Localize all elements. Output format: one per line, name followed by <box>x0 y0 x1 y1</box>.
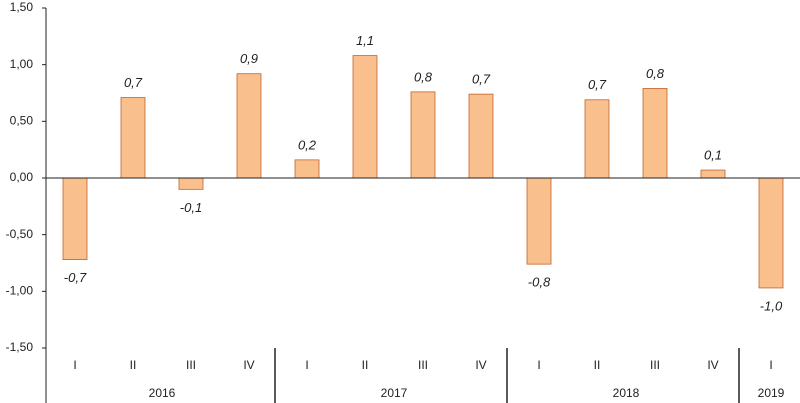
y-tick-label: -0,50 <box>6 227 34 241</box>
bar <box>120 97 146 179</box>
x-tick-label: I <box>769 358 772 372</box>
x-tick-label: II <box>594 358 601 372</box>
bar <box>758 177 784 289</box>
bar <box>178 177 204 190</box>
x-tick-label: III <box>186 358 196 372</box>
value-label: 0,7 <box>472 72 491 87</box>
y-tick-label: 0,50 <box>10 114 34 128</box>
x-tick-label: IV <box>243 358 254 372</box>
value-label: 0,2 <box>298 137 317 152</box>
y-tick-label: -1,00 <box>6 284 34 298</box>
x-tick-label: IV <box>475 358 486 372</box>
value-label: -0,8 <box>528 275 551 290</box>
group-label: 2019 <box>758 386 785 400</box>
x-tick-label: IV <box>707 358 718 372</box>
x-tick-label: I <box>537 358 540 372</box>
value-label: 0,8 <box>646 66 665 81</box>
y-tick-label: 1,50 <box>10 0 34 14</box>
x-tick-label: II <box>130 358 137 372</box>
bar <box>294 159 320 179</box>
group-label: 2018 <box>613 386 640 400</box>
bar <box>526 177 552 265</box>
y-tick-label: 1,00 <box>10 57 34 71</box>
x-tick-label: I <box>305 358 308 372</box>
x-tick-label: I <box>73 358 76 372</box>
value-label: -0,1 <box>180 200 202 215</box>
value-label: 1,1 <box>356 33 374 48</box>
x-tick-label: III <box>418 358 428 372</box>
y-tick-label: 0,00 <box>10 170 34 184</box>
value-label: 0,7 <box>124 75 143 90</box>
bar <box>236 73 262 179</box>
bar <box>410 91 436 179</box>
x-tick-label: III <box>650 358 660 372</box>
bar <box>700 169 726 179</box>
group-label: 2016 <box>149 386 176 400</box>
value-label: -0,7 <box>64 270 87 285</box>
bar <box>62 177 88 260</box>
value-label: 0,8 <box>414 69 433 84</box>
bar <box>468 93 494 179</box>
bar <box>642 88 668 179</box>
value-label: 0,9 <box>240 51 258 66</box>
x-tick-label: II <box>362 358 369 372</box>
value-label: -1,0 <box>760 298 783 313</box>
group-label: 2017 <box>381 386 408 400</box>
y-tick-label: -1,50 <box>6 340 34 354</box>
bar <box>584 99 610 179</box>
value-label: 0,7 <box>588 77 607 92</box>
value-label: 0,1 <box>704 148 722 163</box>
bar <box>352 55 378 179</box>
